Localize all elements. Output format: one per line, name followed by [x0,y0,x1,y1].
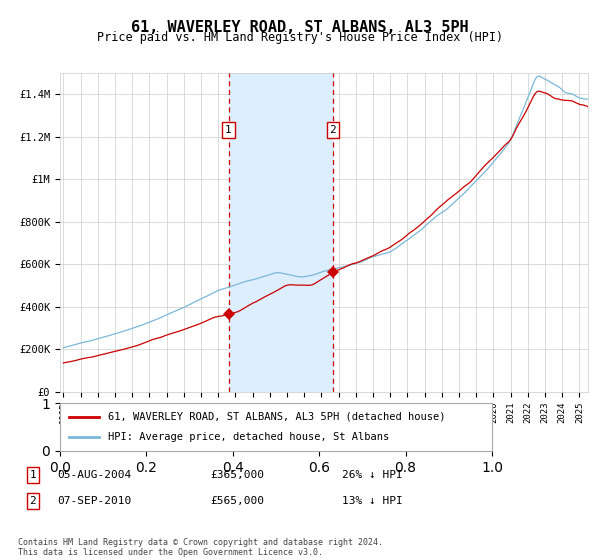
Text: 13% ↓ HPI: 13% ↓ HPI [342,496,403,506]
Text: 1: 1 [29,470,37,480]
Text: 61, WAVERLEY ROAD, ST ALBANS, AL3 5PH (detached house): 61, WAVERLEY ROAD, ST ALBANS, AL3 5PH (d… [107,412,445,422]
Text: 1: 1 [225,125,232,136]
Text: 07-SEP-2010: 07-SEP-2010 [57,496,131,506]
Bar [229,73,333,392]
Text: 2: 2 [329,125,337,136]
Text: Contains HM Land Registry data © Crown copyright and database right 2024.
This d: Contains HM Land Registry data © Crown c… [18,538,383,557]
Text: 26% ↓ HPI: 26% ↓ HPI [342,470,403,480]
Text: Price paid vs. HM Land Registry's House Price Index (HPI): Price paid vs. HM Land Registry's House … [97,31,503,44]
Text: £365,000: £365,000 [210,470,264,480]
Text: 05-AUG-2004: 05-AUG-2004 [57,470,131,480]
Text: 2: 2 [29,496,37,506]
Text: £565,000: £565,000 [210,496,264,506]
Text: 61, WAVERLEY ROAD, ST ALBANS, AL3 5PH: 61, WAVERLEY ROAD, ST ALBANS, AL3 5PH [131,20,469,35]
Text: HPI: Average price, detached house, St Albans: HPI: Average price, detached house, St A… [107,432,389,442]
